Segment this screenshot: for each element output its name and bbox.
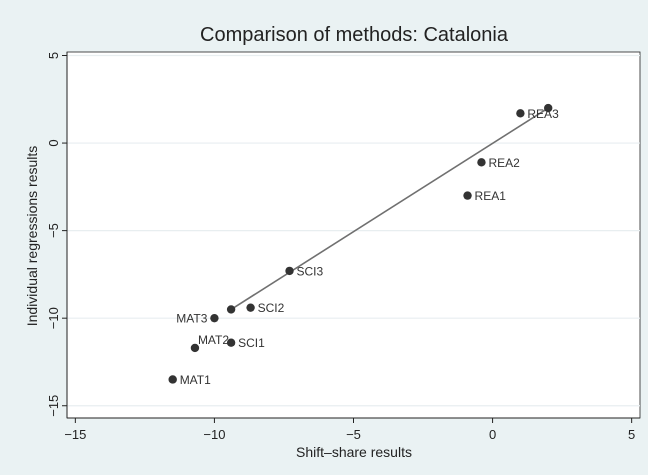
plot-background bbox=[66, 51, 641, 419]
y-tick-label: 0 bbox=[46, 139, 61, 146]
x-tick-label: 5 bbox=[628, 427, 635, 442]
data-point bbox=[544, 103, 553, 113]
y-tick-label: −15 bbox=[46, 395, 61, 417]
data-point bbox=[477, 158, 486, 167]
y-tick-label: −5 bbox=[46, 223, 61, 238]
point-label: SCI1 bbox=[238, 336, 265, 350]
data-point bbox=[168, 375, 177, 384]
data-point bbox=[190, 343, 200, 353]
y-axis-label: Individual regressions results bbox=[24, 146, 40, 327]
data-point bbox=[226, 305, 236, 314]
point-label: REA2 bbox=[488, 156, 520, 170]
point-label: MAT2 bbox=[198, 333, 229, 347]
point-label: MAT1 bbox=[180, 373, 211, 387]
x-tick-label: −15 bbox=[64, 427, 86, 442]
point-label: MAT3 bbox=[176, 312, 207, 326]
point-label: REA3 bbox=[527, 107, 559, 121]
x-tick-label: 0 bbox=[489, 427, 496, 442]
chart-title: Comparison of methods: Catalonia bbox=[200, 24, 509, 46]
x-tick-label: −5 bbox=[346, 427, 361, 442]
data-point bbox=[516, 109, 525, 118]
point-label: SCI2 bbox=[258, 301, 285, 315]
y-tick-label: −10 bbox=[46, 307, 61, 329]
point-label: REA1 bbox=[475, 189, 507, 203]
fit-line bbox=[230, 107, 549, 311]
point-label: SCI3 bbox=[297, 264, 324, 278]
data-point bbox=[226, 338, 236, 347]
data-point bbox=[210, 313, 219, 323]
x-axis-label: Shift–share results bbox=[296, 444, 412, 460]
data-point bbox=[463, 191, 472, 200]
data-point bbox=[285, 266, 294, 276]
data-point bbox=[246, 303, 255, 312]
x-tick-label: −10 bbox=[203, 427, 225, 442]
y-tick-label: 5 bbox=[46, 52, 61, 59]
